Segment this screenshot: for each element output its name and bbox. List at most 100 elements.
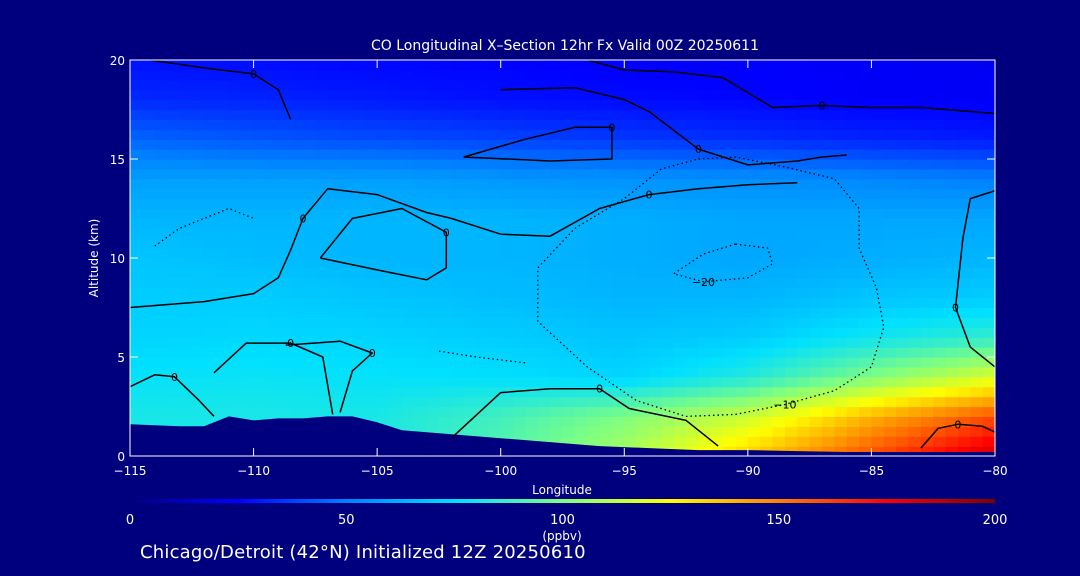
heatmap-cell: [364, 258, 378, 269]
heatmap-cell: [414, 287, 428, 299]
heatmap-cell: [846, 129, 860, 140]
heatmap-cell: [167, 317, 181, 328]
heatmap-cell: [797, 287, 811, 299]
heatmap-cell: [364, 376, 378, 388]
heatmap-cell: [513, 317, 527, 328]
heatmap-cell: [377, 297, 391, 309]
heatmap-cell: [463, 337, 477, 348]
heatmap-cell: [649, 317, 662, 328]
heatmap-cell: [401, 218, 415, 229]
heatmap-cell: [154, 386, 168, 398]
heatmap-cell: [303, 60, 316, 71]
heatmap-cell: [896, 198, 910, 210]
heatmap-cell: [859, 366, 873, 378]
heatmap-cell: [859, 337, 873, 348]
heatmap-cell: [611, 60, 625, 71]
heatmap-cell: [587, 267, 601, 279]
heatmap-cell: [327, 79, 341, 91]
heatmap-cell: [525, 248, 539, 259]
heatmap-cell: [315, 149, 329, 160]
heatmap-cell: [216, 406, 230, 417]
heatmap-cell: [723, 426, 737, 437]
heatmap-cell: [611, 119, 625, 130]
heatmap-cell: [723, 99, 737, 111]
heatmap-cell: [846, 159, 860, 170]
heatmap-cell: [525, 287, 539, 299]
heatmap-cell: [278, 89, 292, 101]
heatmap-cell: [673, 386, 687, 398]
heatmap-cell: [228, 139, 242, 150]
heatmap-cell: [476, 307, 489, 318]
heatmap-cell: [513, 159, 527, 170]
heatmap-cell: [624, 406, 638, 417]
heatmap-cell: [723, 376, 737, 388]
heatmap-cell: [179, 267, 193, 279]
heatmap-cell: [834, 277, 848, 289]
heatmap-cell: [846, 317, 860, 328]
heatmap-cell: [290, 317, 304, 328]
heatmap-cell: [426, 327, 440, 338]
heatmap-cell: [710, 69, 724, 81]
heatmap-cell: [241, 99, 255, 111]
heatmap-cell: [636, 396, 650, 408]
heatmap-cell: [846, 386, 860, 398]
heatmap-cell: [476, 376, 489, 388]
contour-label: −20: [692, 276, 715, 289]
heatmap-cell: [574, 386, 588, 398]
contour-label: 0: [443, 226, 450, 239]
heatmap-cell: [574, 416, 588, 427]
heatmap-cell: [624, 79, 638, 91]
heatmap-cell: [896, 60, 910, 71]
heatmap-cell: [859, 109, 873, 120]
heatmap-cell: [253, 79, 267, 91]
heatmap-cell: [772, 327, 786, 338]
heatmap-cell: [562, 168, 576, 180]
heatmap-cell: [451, 386, 465, 398]
heatmap-cell: [463, 307, 477, 318]
heatmap-cell: [401, 228, 415, 239]
heatmap-cell: [537, 267, 551, 279]
heatmap-cell: [797, 69, 811, 81]
heatmap-cell: [846, 109, 860, 120]
heatmap-cell: [574, 99, 588, 111]
heatmap-cell: [710, 416, 724, 427]
heatmap-cell: [772, 307, 786, 318]
heatmap-cell: [401, 168, 415, 180]
heatmap-cell: [513, 376, 527, 388]
heatmap-cell: [414, 188, 428, 200]
heatmap-cell: [760, 426, 774, 437]
heatmap-cell: [130, 396, 143, 408]
heatmap-cell: [822, 287, 835, 299]
heatmap-cell: [945, 396, 959, 408]
heatmap-cell: [636, 198, 650, 210]
heatmap-cell: [303, 277, 316, 289]
heatmap-cell: [216, 139, 230, 150]
heatmap-cell: [438, 258, 452, 269]
heatmap-cell: [772, 406, 786, 417]
heatmap-cell: [303, 258, 316, 269]
heatmap-cell: [550, 327, 564, 338]
heatmap-cell: [809, 446, 823, 456]
heatmap-cell: [945, 188, 959, 200]
heatmap-cell: [920, 357, 934, 368]
heatmap-cell: [661, 119, 675, 130]
heatmap-cell: [191, 327, 205, 338]
y-tick-label: 15: [110, 153, 125, 167]
heatmap-cell: [500, 178, 514, 190]
heatmap-cell: [290, 357, 304, 368]
heatmap-cell: [624, 386, 638, 398]
heatmap-cell: [908, 406, 922, 417]
heatmap-cell: [933, 337, 947, 348]
heatmap-cell: [587, 366, 601, 378]
heatmap-cell: [228, 129, 242, 140]
heatmap-cell: [982, 238, 995, 249]
heatmap-cell: [315, 188, 329, 200]
heatmap-cell: [673, 406, 687, 417]
heatmap-cell: [735, 406, 749, 417]
heatmap-cell: [624, 198, 638, 210]
heatmap-cell: [920, 376, 934, 388]
heatmap-cell: [686, 168, 700, 180]
heatmap-cell: [525, 198, 539, 210]
heatmap-cell: [710, 277, 724, 289]
heatmap-cell: [389, 198, 403, 210]
